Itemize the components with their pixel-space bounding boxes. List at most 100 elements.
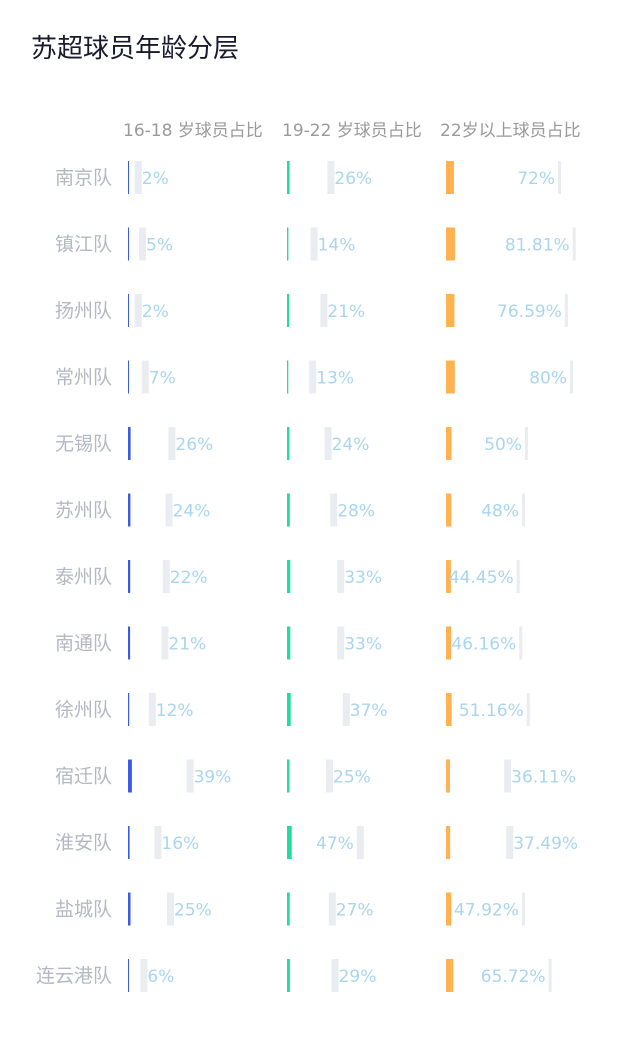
category-label: 盐城队 [55,899,112,921]
marker-0 [162,560,170,593]
marker-2 [525,427,528,460]
data-label: 44.45% [449,568,514,588]
marker-0 [134,161,142,194]
bar-2 [446,560,451,593]
marker-1 [330,493,338,527]
data-label: 21% [327,302,365,322]
marker-1 [331,959,339,992]
marker-2 [572,227,576,261]
marker-2 [548,959,552,992]
marker-1 [356,826,364,859]
bar-0 [128,959,129,992]
marker-0 [165,493,173,527]
marker-1 [327,161,335,194]
bar-0 [128,294,129,327]
series-header-0: 16-18 岁球员占比 [123,121,263,141]
data-label: 28% [337,502,375,522]
data-label: 13% [316,369,354,389]
marker-1 [337,560,345,593]
data-label: 36.11% [511,768,576,788]
bar-0 [128,560,131,593]
marker-2 [564,294,568,327]
data-label: 12% [156,701,194,721]
marker-2 [519,626,523,660]
bar-0 [128,826,130,859]
series-header-1: 19-22 岁球员占比 [282,121,422,141]
category-label: 扬州队 [55,300,112,322]
bar-2 [446,693,452,726]
bar-2 [446,959,454,992]
data-label: 81.81% [505,236,570,256]
category-label: 连云港队 [36,965,112,987]
marker-2 [504,759,512,793]
series-header-2: 22岁以上球员占比 [440,121,581,141]
marker-0 [140,959,148,992]
data-label: 29% [339,967,377,987]
bar-2 [446,759,450,793]
data-label: 76.59% [497,302,562,322]
bar-0 [128,759,132,793]
data-label: 50% [484,435,522,455]
marker-1 [310,227,318,261]
marker-0 [168,427,176,460]
data-label: 47.92% [454,901,519,921]
bar-1 [287,826,292,859]
category-label: 徐州队 [55,699,112,721]
marker-0 [141,360,149,394]
bar-0 [128,227,129,261]
category-label: 泰州队 [55,566,112,588]
data-label: 6% [147,967,174,987]
category-label: 苏州队 [55,500,112,522]
marker-1 [320,294,328,327]
marker-0 [161,626,169,660]
data-label: 14% [318,236,356,256]
data-label: 65.72% [481,967,546,987]
bar-0 [128,360,129,394]
marker-2 [521,892,525,926]
data-label: 26% [334,169,372,189]
bar-2 [446,227,455,261]
bar-1 [287,892,290,926]
category-label: 淮安队 [55,832,112,854]
bar-1 [287,161,290,194]
bar-1 [287,626,291,660]
data-label: 26% [175,435,213,455]
data-label: 21% [168,635,206,655]
category-label: 镇江队 [55,234,112,256]
data-label: 2% [142,169,169,189]
marker-0 [154,826,162,859]
category-label: 南京队 [55,167,112,189]
category-label: 南通队 [55,633,112,655]
marker-0 [167,892,174,926]
marker-1 [328,892,336,926]
marker-0 [134,294,142,327]
data-label: 5% [146,236,173,256]
marker-2 [558,161,561,194]
marker-1 [324,427,332,460]
marker-2 [570,360,573,394]
data-label: 33% [344,635,382,655]
bar-0 [128,427,131,460]
marker-2 [516,560,520,593]
data-label: 51.16% [459,701,524,721]
category-label: 常州队 [55,367,112,389]
data-label: 39% [194,768,232,788]
bar-0 [128,493,131,527]
bar-2 [446,626,452,660]
data-label: 25% [174,901,212,921]
marker-0 [148,693,156,726]
bar-0 [128,626,131,660]
bar-1 [287,560,291,593]
bar-2 [446,360,455,394]
data-label: 72% [517,169,555,189]
data-label: 37.49% [513,834,578,854]
bar-0 [128,161,129,194]
marker-0 [139,227,146,261]
data-label: 25% [333,768,371,788]
marker-0 [186,759,194,793]
data-label: 24% [173,502,211,522]
bar-1 [287,227,289,261]
marker-2 [506,826,514,859]
marker-2 [526,693,530,726]
